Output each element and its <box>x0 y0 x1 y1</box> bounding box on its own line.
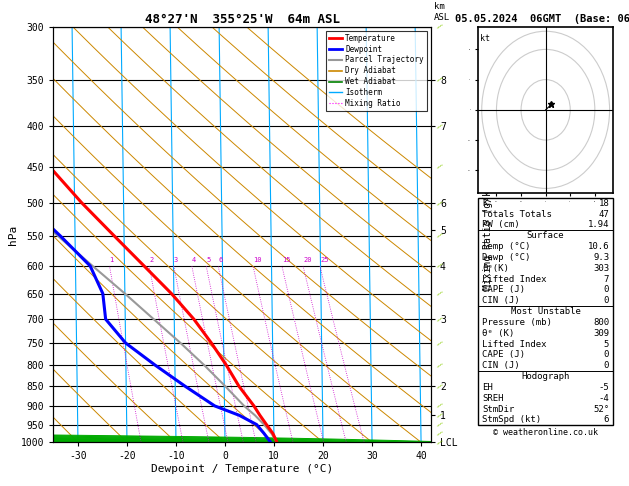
Text: EH: EH <box>482 383 493 392</box>
Text: CIN (J): CIN (J) <box>482 296 520 305</box>
Text: 0: 0 <box>604 296 610 305</box>
Text: Hodograph: Hodograph <box>521 372 570 381</box>
Text: /: / <box>436 290 443 297</box>
Text: 2: 2 <box>149 257 153 262</box>
Text: /: / <box>436 430 443 437</box>
Legend: Temperature, Dewpoint, Parcel Trajectory, Dry Adiabat, Wet Adiabat, Isotherm, Mi: Temperature, Dewpoint, Parcel Trajectory… <box>325 31 427 111</box>
Text: StmDir: StmDir <box>482 404 515 414</box>
Text: /: / <box>436 402 443 410</box>
Text: Totals Totals: Totals Totals <box>482 209 552 219</box>
Text: 25: 25 <box>320 257 328 262</box>
Text: K: K <box>482 199 487 208</box>
Text: -4: -4 <box>598 394 610 403</box>
Text: /: / <box>436 76 443 84</box>
Text: 0: 0 <box>604 361 610 370</box>
Text: kt: kt <box>481 35 491 43</box>
X-axis label: Dewpoint / Temperature (°C): Dewpoint / Temperature (°C) <box>151 464 333 474</box>
Text: /: / <box>436 23 443 31</box>
Text: /: / <box>436 438 443 446</box>
Text: /: / <box>436 199 443 207</box>
Text: Most Unstable: Most Unstable <box>511 307 581 316</box>
Text: -5: -5 <box>598 383 610 392</box>
Text: 1: 1 <box>109 257 114 262</box>
Text: 3: 3 <box>174 257 178 262</box>
Text: 52°: 52° <box>593 404 610 414</box>
Text: Dewp (°C): Dewp (°C) <box>482 253 530 262</box>
Text: 10.6: 10.6 <box>587 242 610 251</box>
Text: /: / <box>436 163 443 170</box>
Text: CAPE (J): CAPE (J) <box>482 285 525 295</box>
Text: /: / <box>436 412 443 419</box>
Text: 15: 15 <box>282 257 291 262</box>
Text: 10: 10 <box>253 257 262 262</box>
Y-axis label: Mixing Ratio (g/kg): Mixing Ratio (g/kg) <box>482 179 493 290</box>
Text: /: / <box>436 122 443 130</box>
Text: © weatheronline.co.uk: © weatheronline.co.uk <box>493 428 598 437</box>
Text: 20: 20 <box>303 257 312 262</box>
Text: PW (cm): PW (cm) <box>482 220 520 229</box>
Text: Lifted Index: Lifted Index <box>482 275 547 283</box>
Text: CIN (J): CIN (J) <box>482 361 520 370</box>
Text: /: / <box>436 232 443 240</box>
Text: /: / <box>436 262 443 270</box>
Text: θᵉ (K): θᵉ (K) <box>482 329 515 338</box>
Text: 6: 6 <box>218 257 223 262</box>
Text: 5: 5 <box>206 257 211 262</box>
Text: Temp (°C): Temp (°C) <box>482 242 530 251</box>
Text: /: / <box>436 362 443 369</box>
Text: 4: 4 <box>192 257 196 262</box>
Text: Lifted Index: Lifted Index <box>482 340 547 348</box>
Text: 0: 0 <box>604 285 610 295</box>
Text: 309: 309 <box>593 329 610 338</box>
Text: Surface: Surface <box>527 231 564 240</box>
Text: SREH: SREH <box>482 394 504 403</box>
Text: km
ASL: km ASL <box>434 2 450 22</box>
Text: /: / <box>436 315 443 323</box>
Text: 5: 5 <box>604 340 610 348</box>
Text: θᵉ(K): θᵉ(K) <box>482 264 509 273</box>
Text: /: / <box>436 382 443 390</box>
Text: CAPE (J): CAPE (J) <box>482 350 525 359</box>
Text: 1.94: 1.94 <box>587 220 610 229</box>
Text: Pressure (mb): Pressure (mb) <box>482 318 552 327</box>
Text: 9.3: 9.3 <box>593 253 610 262</box>
Title: 48°27'N  355°25'W  64m ASL: 48°27'N 355°25'W 64m ASL <box>145 13 340 26</box>
Text: 47: 47 <box>598 209 610 219</box>
Text: /: / <box>436 339 443 347</box>
Text: 303: 303 <box>593 264 610 273</box>
Text: 800: 800 <box>593 318 610 327</box>
Y-axis label: hPa: hPa <box>8 225 18 244</box>
Text: 6: 6 <box>604 416 610 424</box>
Text: 0: 0 <box>604 350 610 359</box>
Text: /: / <box>436 421 443 428</box>
Text: StmSpd (kt): StmSpd (kt) <box>482 416 541 424</box>
Text: 18: 18 <box>598 199 610 208</box>
Text: 05.05.2024  06GMT  (Base: 06): 05.05.2024 06GMT (Base: 06) <box>455 14 629 24</box>
Text: 7: 7 <box>604 275 610 283</box>
